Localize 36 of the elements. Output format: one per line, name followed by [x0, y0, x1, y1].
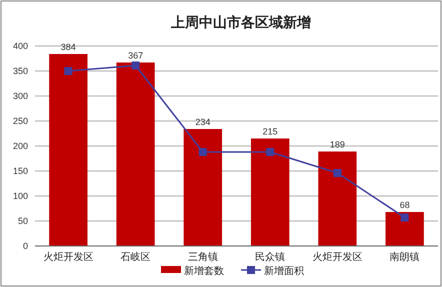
point [333, 169, 342, 177]
y-tick-label: 200 [12, 141, 28, 151]
bar [250, 138, 290, 246]
x-tick-label: 南朗镇 [390, 251, 420, 263]
y-tick-label: 50 [18, 216, 28, 226]
x-tick-label: 火炬开发区 [43, 251, 94, 263]
y-tick-label: 0 [22, 241, 28, 251]
point [400, 214, 409, 222]
point [64, 67, 72, 75]
data-label: 367 [128, 50, 144, 60]
point [266, 148, 274, 156]
y-tick-label: 250 [12, 116, 28, 126]
point [132, 62, 140, 70]
bar [318, 152, 357, 246]
y-tick-label: 400 [12, 41, 28, 51]
x-tick-label: 三角镇 [188, 251, 218, 263]
data-label: 234 [195, 117, 210, 127]
data-label: 215 [262, 126, 278, 136]
legend-label: 新增面积 [264, 265, 304, 277]
bar [116, 62, 155, 246]
bar [184, 129, 222, 246]
chart-title: 上周中山市各区域新增 [170, 14, 311, 30]
x-tick-label: 民众镇 [255, 251, 286, 263]
y-tick-label: 150 [12, 166, 28, 176]
data-label: 68 [400, 200, 410, 210]
data-label: 384 [60, 42, 76, 52]
legend-label: 新增套数 [184, 265, 224, 277]
bar [386, 212, 424, 246]
x-tick-label: 石岐区 [120, 251, 151, 263]
y-tick-label: 300 [12, 91, 28, 101]
y-tick-label: 350 [12, 66, 28, 76]
y-tick-label: 100 [12, 191, 28, 201]
point [198, 148, 207, 156]
data-label: 189 [330, 140, 345, 150]
bar [49, 54, 88, 246]
x-tick-label: 火炬开发区 [312, 251, 362, 263]
